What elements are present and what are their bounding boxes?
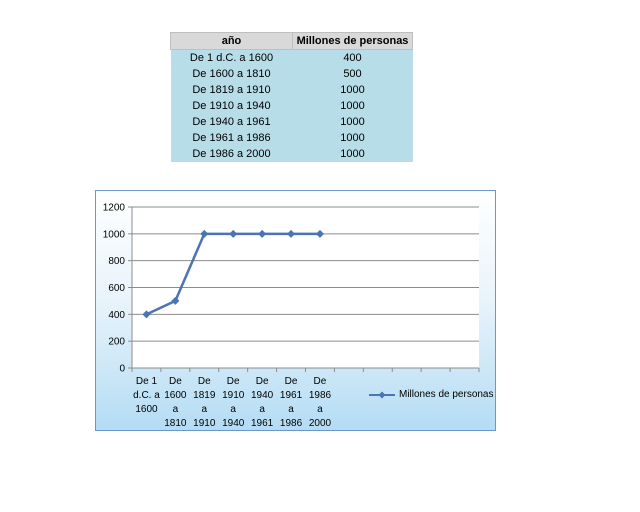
period-cell: De 1986 a 2000: [170, 146, 293, 162]
table-header-row: año Millones de personas: [170, 32, 413, 50]
header-millions: Millones de personas: [292, 32, 413, 50]
y-tick-label: 600: [108, 283, 125, 294]
data-point: [142, 310, 151, 319]
y-tick-label: 200: [108, 337, 125, 348]
period-cell: De 1910 a 1940: [170, 98, 293, 114]
table-row: De 1961 a 1986 1000: [170, 130, 413, 146]
value-cell: 400: [292, 49, 413, 66]
header-year: año: [170, 32, 293, 50]
data-point: [315, 229, 324, 238]
data-table: año Millones de personas De 1 d.C. a 160…: [170, 32, 413, 162]
value-cell: 1000: [292, 114, 413, 130]
data-point: [287, 229, 296, 238]
value-cell: 1000: [292, 82, 413, 98]
data-point: [258, 229, 267, 238]
x-tick-label: De 1986 a 2000: [309, 376, 332, 429]
y-tick-label: 400: [108, 310, 125, 321]
y-tick-label: 1000: [103, 229, 126, 240]
table-row: De 1986 a 2000 1000: [170, 146, 413, 162]
period-cell: De 1961 a 1986: [170, 130, 293, 146]
table-row: De 1940 a 1961 1000: [170, 114, 413, 130]
period-cell: De 1819 a 1910: [170, 82, 293, 98]
x-tick-label: De 1819 a 1910: [193, 376, 216, 429]
data-point: [200, 229, 209, 238]
x-tick-label: De 1600 a 1810: [164, 376, 187, 429]
value-cell: 500: [292, 66, 413, 82]
y-tick-label: 1200: [103, 203, 126, 214]
x-tick-label: De 1961 a 1986: [280, 376, 303, 429]
table-row: De 1600 a 1810 500: [170, 66, 413, 82]
legend-swatch-icon: [369, 391, 395, 398]
legend: Millones de personas: [369, 389, 494, 400]
period-cell: De 1940 a 1961: [170, 114, 293, 130]
table-row: De 1910 a 1940 1000: [170, 98, 413, 114]
x-tick-label: De 1910 a 1940: [222, 376, 245, 429]
table-row: De 1 d.C. a 1600 400: [170, 49, 413, 66]
x-tick-label: De 1 d.C. a 1600: [133, 376, 160, 415]
period-cell: De 1 d.C. a 1600: [170, 49, 293, 66]
chart-area: 0 200 400 600 800 1000 1200 De 1 d.C. a 1600 De 160…: [95, 190, 496, 431]
data-point: [171, 296, 180, 305]
x-tick-label: De 1940 a 1961: [251, 376, 274, 429]
legend-label: Millones de personas: [399, 389, 494, 400]
period-cell: De 1600 a 1810: [170, 66, 293, 82]
y-tick-label: 0: [119, 364, 125, 375]
data-point: [229, 229, 238, 238]
value-cell: 1000: [292, 146, 413, 162]
table-row: De 1819 a 1910 1000: [170, 82, 413, 98]
value-cell: 1000: [292, 98, 413, 114]
value-cell: 1000: [292, 130, 413, 146]
y-tick-label: 800: [108, 256, 125, 267]
